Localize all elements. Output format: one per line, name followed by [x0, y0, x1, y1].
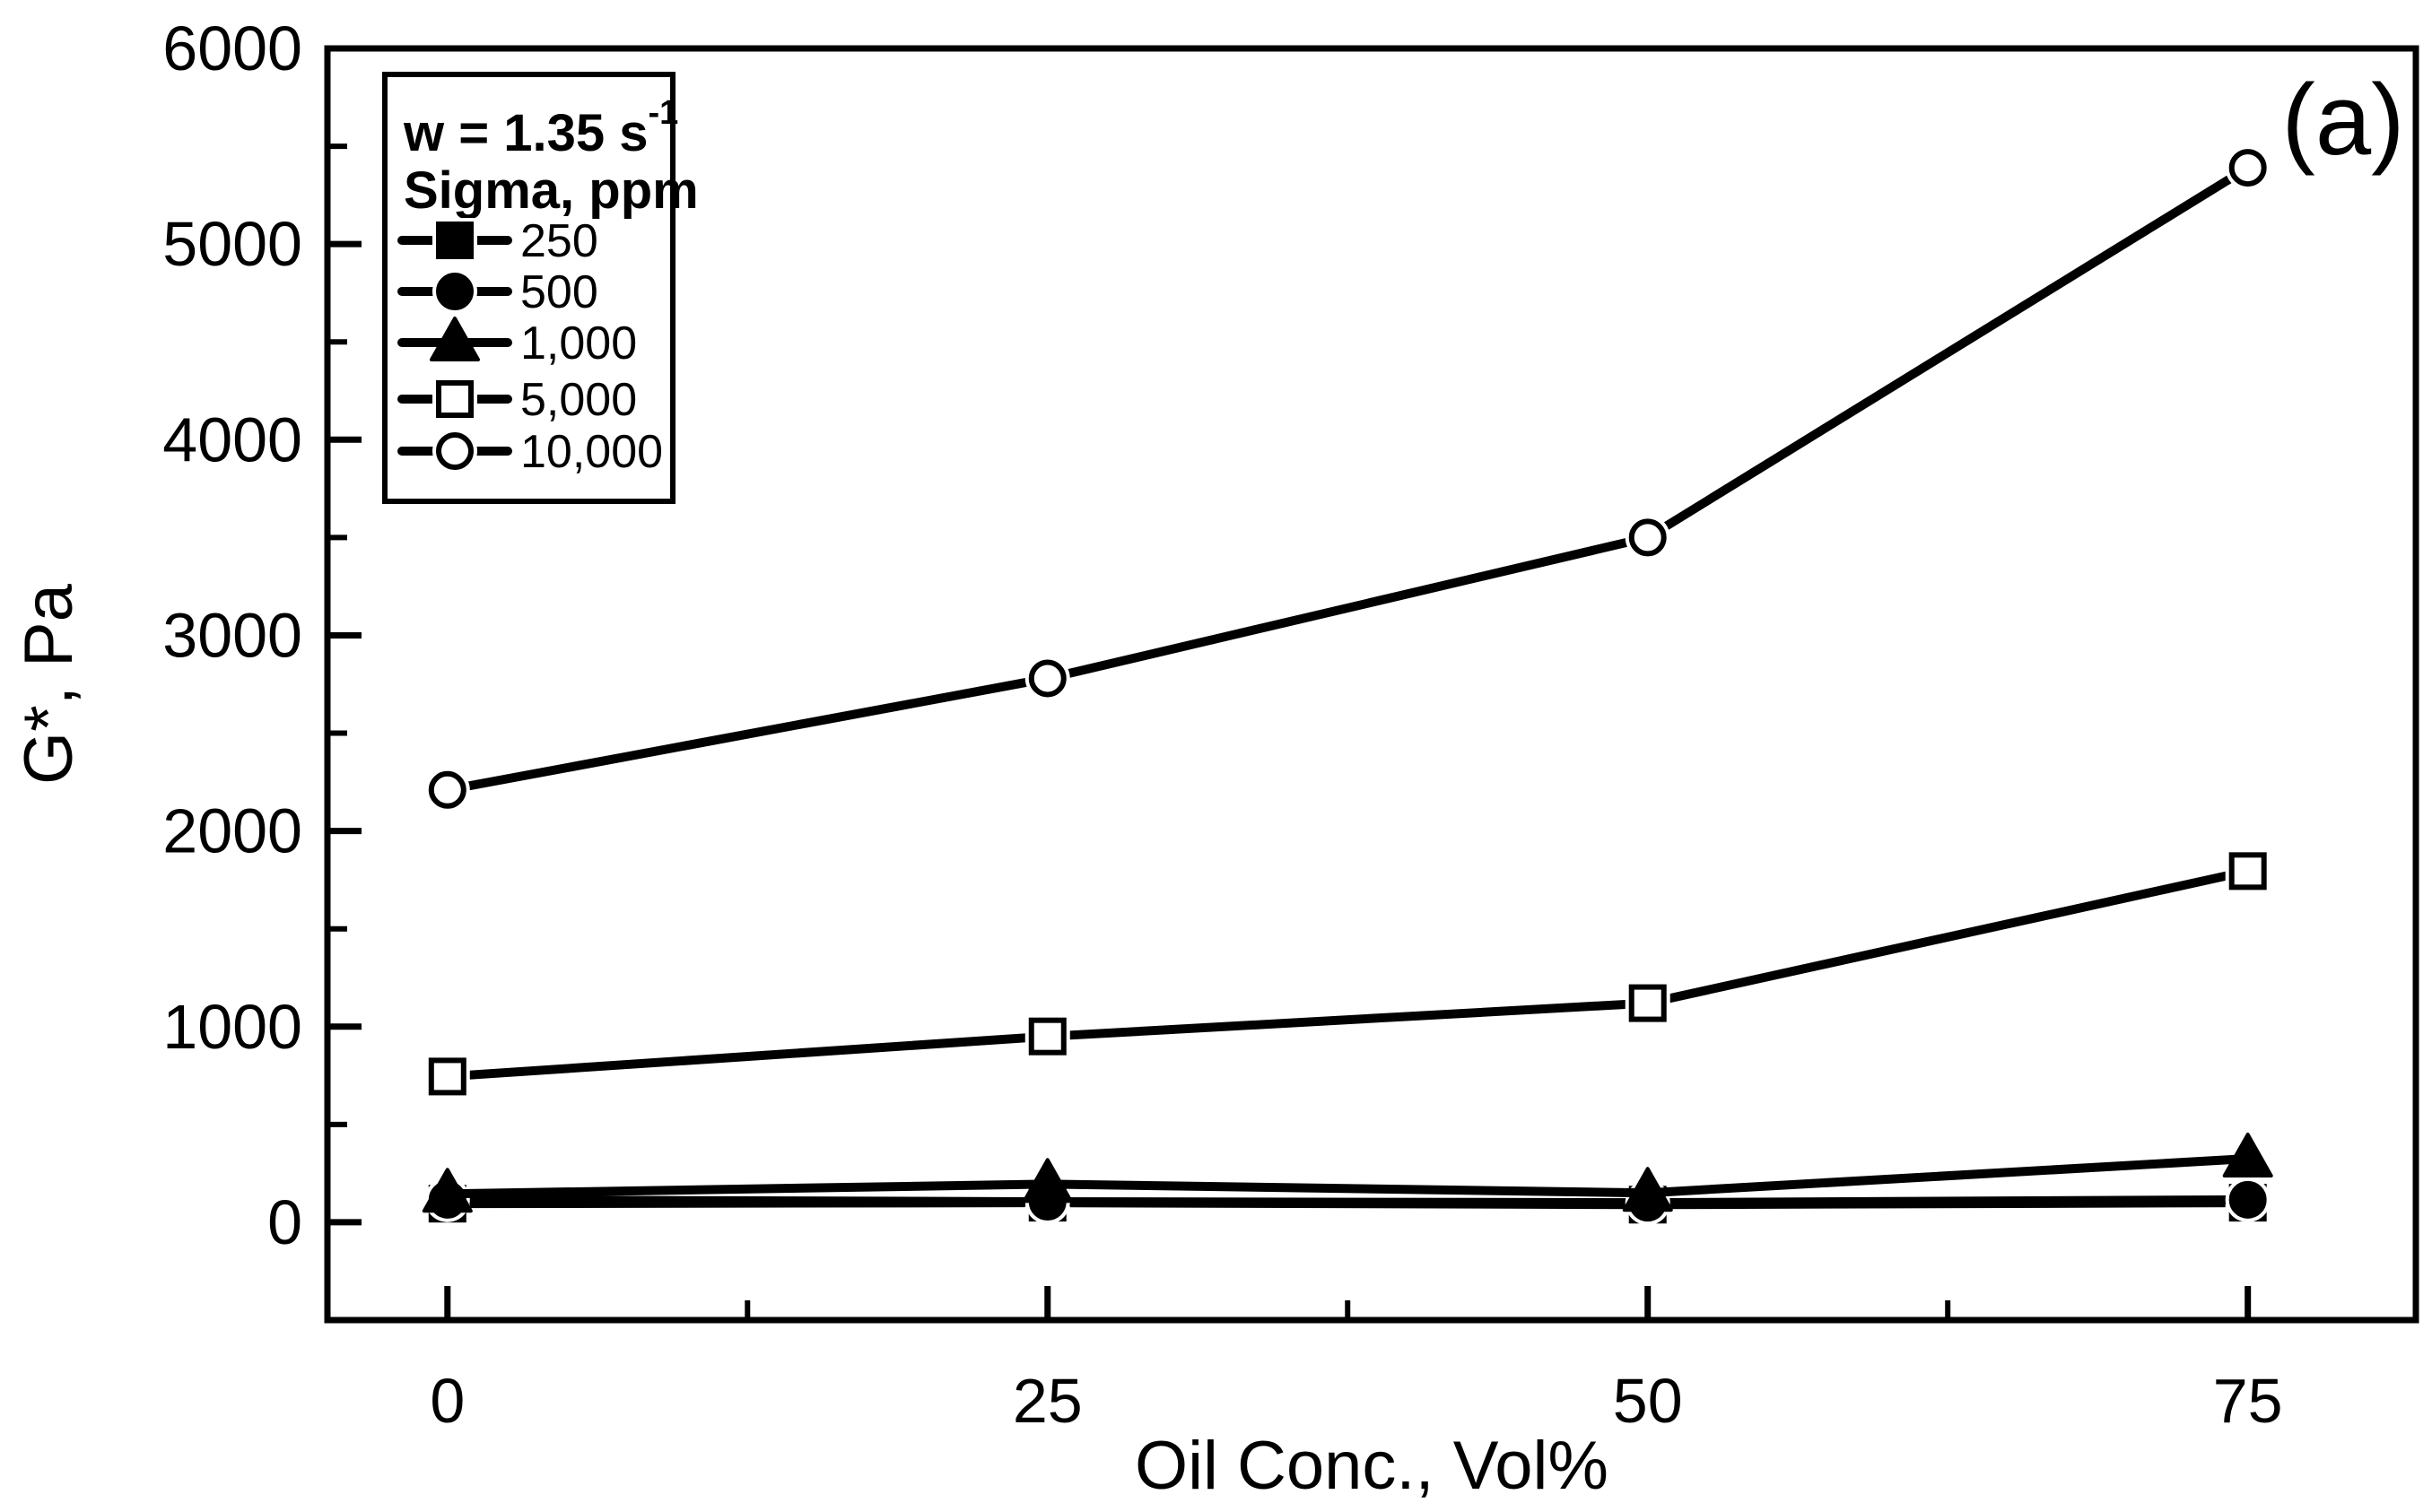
y-tick-label: 0	[267, 1187, 302, 1257]
series-line	[442, 1195, 2253, 1208]
open-square-marker	[436, 380, 474, 418]
legend-subtitle: Sigma, ppm	[404, 161, 699, 220]
y-tick-label: 5000	[162, 209, 302, 279]
open-square-marker	[1628, 984, 1667, 1022]
filled-triangle-marker	[1022, 1158, 1073, 1204]
series-line	[442, 1154, 2253, 1199]
y-tick-label: 6000	[162, 13, 302, 83]
open-circle-marker	[2228, 149, 2267, 187]
open-square-marker	[2228, 852, 2267, 891]
axis-ticks	[329, 45, 2252, 1318]
legend-entry-label: 250	[520, 215, 598, 267]
legend-omega-label: w = 1.35 s-1	[403, 94, 678, 162]
y-axis-title: G*, Pa	[11, 583, 87, 785]
series-1000	[422, 1133, 2273, 1213]
panel-label: (a)	[2282, 64, 2405, 176]
data-series	[422, 145, 2273, 1228]
legend-entry: 500	[397, 266, 598, 318]
open-circle-marker	[1628, 518, 1667, 557]
series-line	[442, 163, 2253, 795]
filled-triangle-marker	[422, 1168, 473, 1213]
x-tick-label: 0	[430, 1366, 465, 1436]
legend-entry: 10,000	[397, 426, 663, 478]
x-tick-label: 75	[2213, 1366, 2283, 1436]
open-circle-marker	[428, 770, 466, 809]
series-line	[442, 866, 2253, 1082]
legend-entry: 5,000	[397, 374, 637, 426]
open-circle-marker	[436, 432, 474, 470]
filled-circle-marker	[436, 273, 474, 310]
legend-entry-label: 5,000	[520, 374, 637, 426]
open-circle-marker	[1028, 659, 1067, 698]
y-tick-label: 4000	[162, 404, 302, 474]
legend-entry-label: 1,000	[520, 317, 637, 369]
y-tick-label: 2000	[162, 796, 302, 866]
y-tick-label: 1000	[162, 992, 302, 1062]
filled-triangle-marker	[430, 317, 480, 361]
x-axis-title: Oil Conc., Vol%	[1135, 1428, 1608, 1504]
x-tick-label: 25	[1013, 1366, 1083, 1436]
legend-entry: 1,000	[397, 317, 637, 369]
legend-entry-label: 10,000	[520, 426, 663, 478]
y-tick-label: 3000	[162, 600, 302, 670]
filled-square-marker	[436, 222, 474, 259]
legend-entry-label: 500	[520, 266, 598, 318]
filled-triangle-marker	[1622, 1167, 1673, 1212]
filled-circle-marker	[2228, 1180, 2267, 1219]
open-square-marker	[428, 1057, 466, 1096]
filled-triangle-marker	[2222, 1133, 2273, 1178]
x-tick-label: 50	[1613, 1366, 1683, 1436]
series-10000	[424, 145, 2271, 812]
legend-entry: 250	[397, 215, 598, 267]
series-5000	[424, 848, 2271, 1099]
open-square-marker	[1028, 1017, 1067, 1056]
legend: w = 1.35 s-1 Sigma, ppm 2505001,0005,000…	[382, 72, 699, 504]
axis-tick-labels: 0 25 50 75 0 1000 2000 3000 4000 5000 6000	[162, 13, 2282, 1436]
